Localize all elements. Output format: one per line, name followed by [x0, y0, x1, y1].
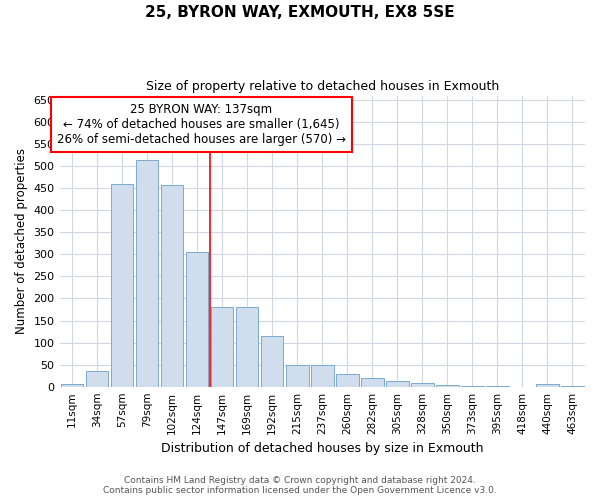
Bar: [536, 384, 559, 386]
Text: 25, BYRON WAY, EXMOUTH, EX8 5SE: 25, BYRON WAY, EXMOUTH, EX8 5SE: [145, 5, 455, 20]
Bar: [286, 364, 308, 386]
Bar: [136, 160, 158, 386]
Bar: [261, 336, 283, 386]
Bar: [161, 184, 184, 386]
Bar: [311, 364, 334, 386]
Text: 25 BYRON WAY: 137sqm
← 74% of detached houses are smaller (1,645)
26% of semi-de: 25 BYRON WAY: 137sqm ← 74% of detached h…: [57, 103, 346, 146]
Bar: [336, 374, 359, 386]
X-axis label: Distribution of detached houses by size in Exmouth: Distribution of detached houses by size …: [161, 442, 484, 455]
Bar: [211, 308, 233, 386]
Title: Size of property relative to detached houses in Exmouth: Size of property relative to detached ho…: [146, 80, 499, 93]
Bar: [411, 383, 434, 386]
Bar: [386, 381, 409, 386]
Bar: [436, 385, 458, 386]
Bar: [111, 184, 133, 386]
Bar: [61, 384, 83, 386]
Bar: [236, 308, 259, 386]
Bar: [86, 371, 109, 386]
Bar: [361, 378, 383, 386]
Y-axis label: Number of detached properties: Number of detached properties: [15, 148, 28, 334]
Text: Contains HM Land Registry data © Crown copyright and database right 2024.
Contai: Contains HM Land Registry data © Crown c…: [103, 476, 497, 495]
Bar: [186, 252, 208, 386]
